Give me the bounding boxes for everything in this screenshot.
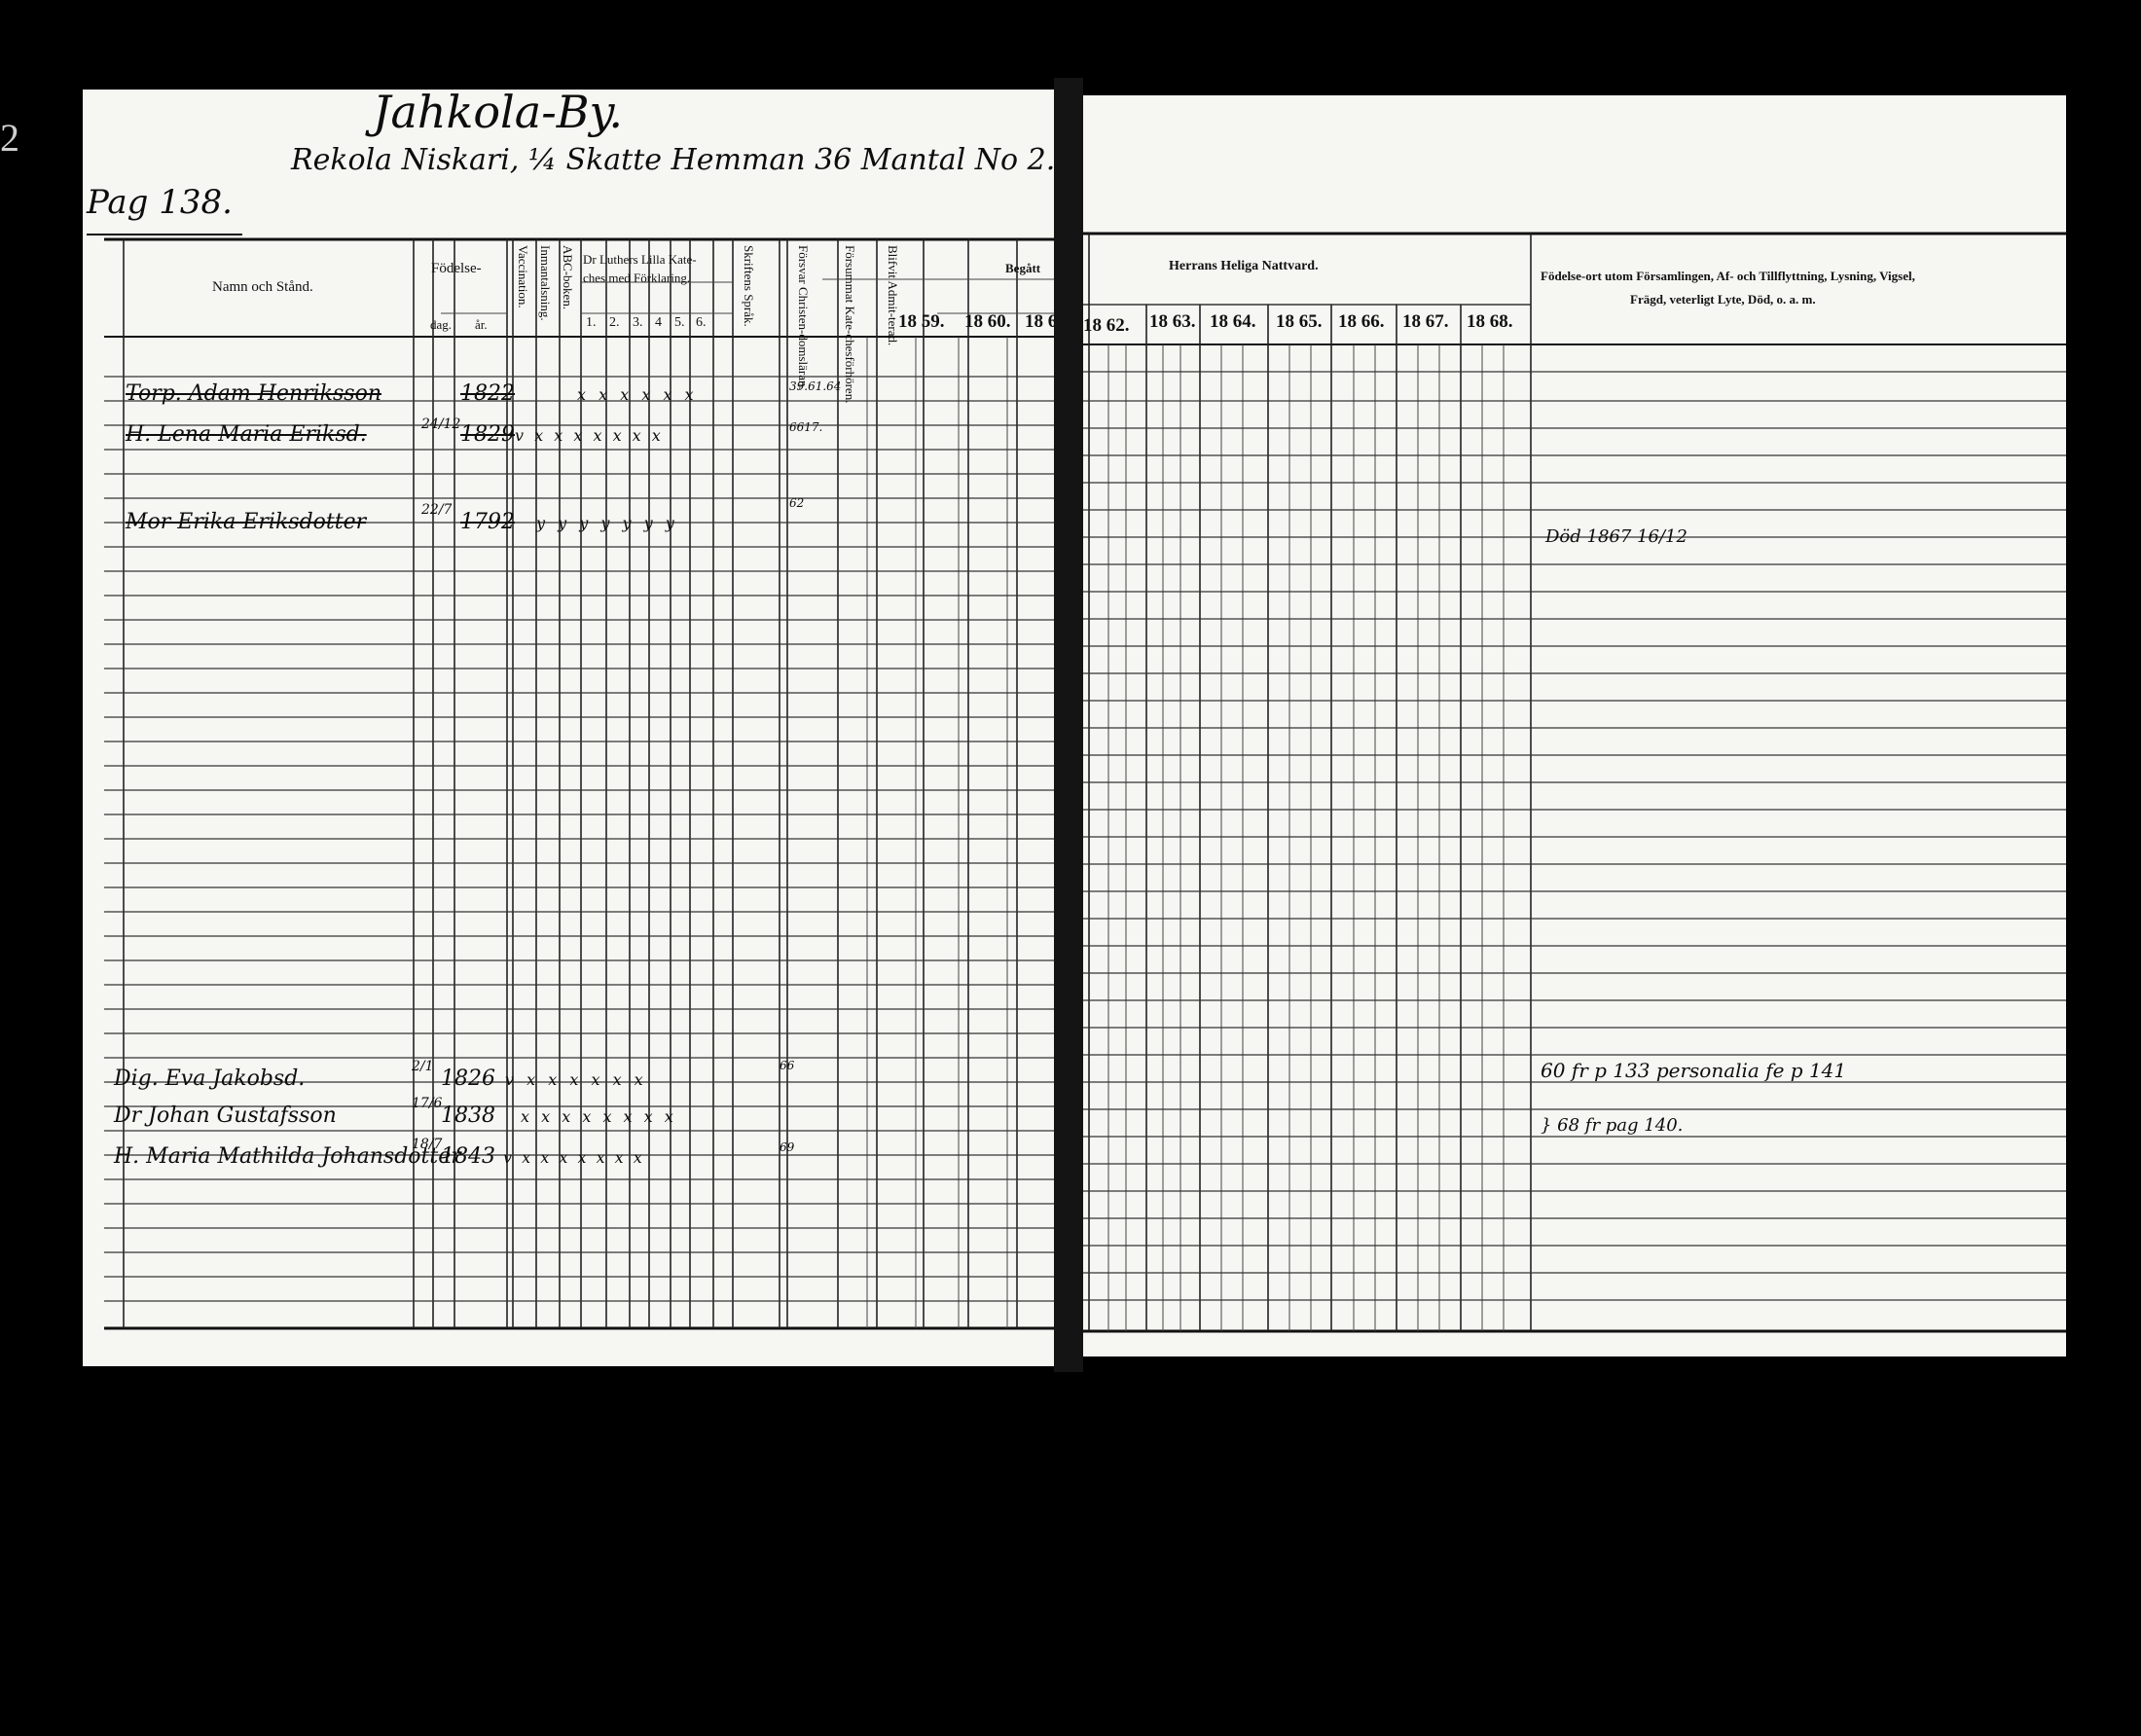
person-year-1: 1822 — [460, 381, 515, 406]
year-1866: 18 66. — [1338, 311, 1385, 332]
remark-3: } 68 fr pag 140. — [1541, 1115, 1684, 1136]
person-marks-4: v x x x x x x — [505, 1070, 643, 1089]
person-name-4: Dig. Eva Jakobsd. — [114, 1067, 306, 1091]
book-gutter — [1054, 78, 1083, 1372]
year-1865: 18 65. — [1276, 311, 1323, 332]
left-page: Jahkola-By. Rekola Niskari, ¼ Skatte Hem… — [83, 90, 1054, 1366]
page-ref-underline — [87, 234, 242, 235]
year-1859: 18 59. — [898, 311, 945, 332]
year-1868: 18 68. — [1467, 311, 1513, 332]
page-reference: Pag 138. — [87, 183, 233, 222]
person-marks-5: x x x x x x x x — [521, 1107, 673, 1126]
header-year: år. — [475, 317, 488, 332]
person-year-5: 1838 — [441, 1103, 495, 1128]
side-number-1: 39.61.64 — [789, 380, 842, 393]
header-blifvit: Blifvit Admit-terad. — [886, 245, 900, 346]
header-herrans: Herrans Heliga Nattvard. — [1169, 259, 1319, 273]
header-luther-1: Dr Luthers Lilla Kate- — [583, 252, 697, 267]
remark-2: 60 fr p 133 personalia fe p 141 — [1541, 1059, 1847, 1082]
person-name-1: Torp. Adam Henriksson — [126, 381, 381, 406]
header-day: dag. — [430, 317, 453, 332]
header-vaccination: Vaccination. — [516, 245, 530, 308]
person-marks-6: v x x x x x x x — [503, 1148, 642, 1167]
year-1864: 18 64. — [1210, 311, 1256, 332]
village-title: Jahkola-By. — [373, 90, 624, 138]
right-page-ruling — [1083, 232, 2066, 1333]
header-birth: Födelse- — [431, 261, 482, 276]
margin-mark: 2 — [0, 116, 19, 160]
luther-col-5: 5. — [674, 315, 685, 330]
header-begatt: Begått — [1005, 261, 1041, 275]
person-day-6: 18/7 — [412, 1137, 443, 1152]
person-day-5: 17/6 — [412, 1096, 443, 1111]
person-year-3: 1792 — [460, 510, 515, 534]
luther-col-3: 3. — [633, 315, 643, 330]
luther-col-1: 1. — [586, 315, 597, 330]
person-name-5: Dr Johan Gustafsson — [114, 1103, 337, 1128]
person-year-2: 1829 — [460, 422, 515, 447]
person-day-4: 2/1 — [412, 1059, 434, 1074]
person-name-3: Mor Erika Eriksdotter — [126, 510, 367, 534]
header-luther-2: ches med Förklaring. — [583, 271, 691, 285]
person-day-3: 22/7 — [421, 502, 453, 518]
year-1860: 18 60. — [964, 311, 1011, 332]
person-year-4: 1826 — [441, 1067, 495, 1091]
year-1863: 18 63. — [1149, 311, 1196, 332]
header-name: Namn och Stånd. — [212, 279, 313, 295]
header-skriftens: Skriftens Språk. — [742, 245, 756, 327]
side-number-3: 62 — [789, 496, 805, 510]
farm-description: Rekola Niskari, ¼ Skatte Hemman 36 Manta… — [291, 143, 1054, 177]
side-number-5: 69 — [780, 1140, 795, 1154]
remarks-header-1: Födelse-ort utom Församlingen, Af- och T… — [1541, 269, 1915, 283]
person-marks-2: v x x x x x x x — [515, 426, 661, 445]
year-1862: 18 62. — [1083, 315, 1130, 336]
year-1861: 18 6 — [1025, 311, 1054, 332]
person-year-6: 1843 — [441, 1144, 495, 1169]
person-name-6: H. Maria Mathilda Johansdotter — [114, 1144, 461, 1169]
side-number-4: 66 — [780, 1059, 795, 1072]
person-marks-1: x x x x x x — [577, 385, 694, 404]
remarks-header-2: Frägd, veterligt Lyte, Död, o. a. m. — [1630, 292, 1816, 307]
remark-1: Död 1867 16/12 — [1545, 526, 1687, 547]
header-abc: ABC-boken. — [561, 245, 575, 310]
year-1867: 18 67. — [1402, 311, 1449, 332]
person-marks-3: y y y y y y y — [536, 514, 674, 532]
luther-col-6: 6. — [696, 315, 707, 330]
header-inmantalsning: Inmantalsning. — [538, 245, 553, 321]
person-name-2: H. Lena Maria Eriksd. — [126, 422, 367, 447]
person-day-2: 24/12 — [421, 416, 461, 432]
side-number-2: 6617. — [789, 420, 823, 434]
header-forsvar: Försvar Christen-domsläran. — [796, 245, 811, 390]
luther-col-2: 2. — [609, 315, 620, 330]
right-page: Herrans Heliga Nattvard. 18 62. 18 63. 1… — [1083, 95, 2066, 1356]
luther-col-4: 4 — [655, 315, 662, 330]
header-forsummat: Försummat Kate-chesförhören. — [843, 245, 857, 404]
left-page-ruling — [104, 237, 1054, 1330]
